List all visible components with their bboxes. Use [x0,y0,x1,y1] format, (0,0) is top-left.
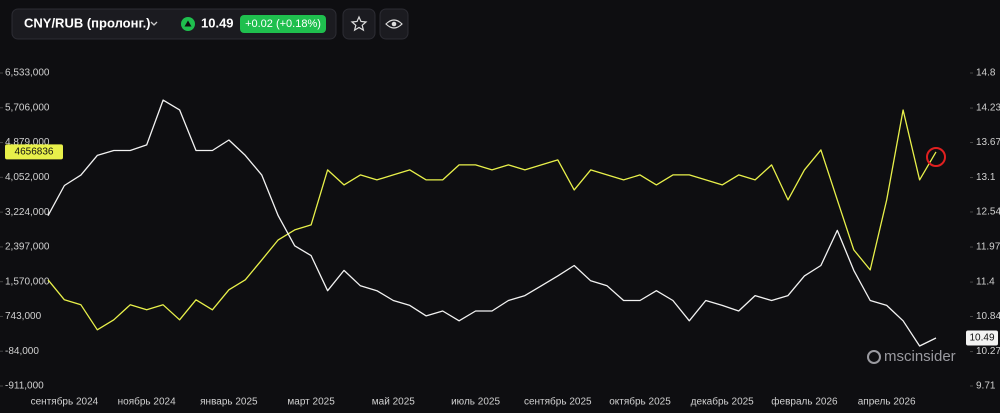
plot: -911,000 -84,000 743,000 1,570,000 2,397,000… [0,68,1000,408]
last-value-box [5,144,63,160]
y2-tick-label: 13.67 [976,137,1000,148]
x-tick-label: январь 2025 [200,397,258,408]
x-tick-label: май 2025 [372,397,415,408]
chevron[interactable] [150,21,158,26]
last-value-label: 4656836 [15,147,54,158]
y2-tick-label: 11.4 [976,277,995,288]
y-tick-label: -84,000 [5,346,39,357]
y-tick-label: 5,706,000 [5,102,50,113]
watermark: mscinsider [884,348,956,365]
highlight-circle [926,147,946,167]
eye-icon [385,19,403,29]
x-tick-label: ноябрь 2024 [118,396,176,408]
y-tick-label: 2,397,000 [5,242,50,253]
y-tick-label: 4,879,000 [5,137,50,148]
change-pill [240,15,326,33]
y2-tick-label: 9.71 [976,381,996,392]
y2-tick-label: 14.8 [976,68,996,79]
symbol: CNY/RUB (пролонг.) [24,15,151,30]
favorite-button[interactable] [342,8,376,40]
y-tick-label: -911,000 [5,381,44,392]
y-tick-label: 6,533,000 [5,68,50,79]
last-value-label: 10.49 [969,333,994,344]
x-tick-label: апрель 2026 [858,397,916,408]
star-icon [350,15,368,32]
y2-tick-label: 13.1 [976,172,996,183]
y2-tick-label: 11.97 [976,242,1000,253]
x-tick-label: февраль 2026 [771,396,838,408]
header-change: +0.02 (+0.18%) [245,18,321,30]
series-line [47,99,937,347]
x-tick-label: сентябрь 2025 [524,396,592,408]
eye-pupil [391,21,397,27]
y-tick-label: 1,570,000 [5,276,50,287]
header-price: 10.49 [201,15,234,30]
x-tick-label: сентябрь 2024 [31,396,99,408]
watermark-logo [867,350,881,364]
y-tick-label: 3,224,000 [5,207,50,218]
y2-tick-label: 14.23 [976,103,1000,114]
last-value-box [966,330,998,346]
y-tick-label: 4,052,000 [5,172,50,183]
x-tick-label: июль 2025 [451,397,500,408]
y2-tick-label: 12.54 [976,207,1000,218]
x-tick-label: март 2025 [287,397,335,408]
up-arrow [184,20,192,27]
x-tick-label: декабрь 2025 [691,396,755,408]
y2-tick-label: 10.84 [976,311,1000,322]
y-tick-label: 743,000 [5,311,42,322]
x-tick-label: октябрь 2025 [609,396,671,408]
series-line [47,109,937,331]
y2-tick-label: 10.27 [976,346,1000,357]
